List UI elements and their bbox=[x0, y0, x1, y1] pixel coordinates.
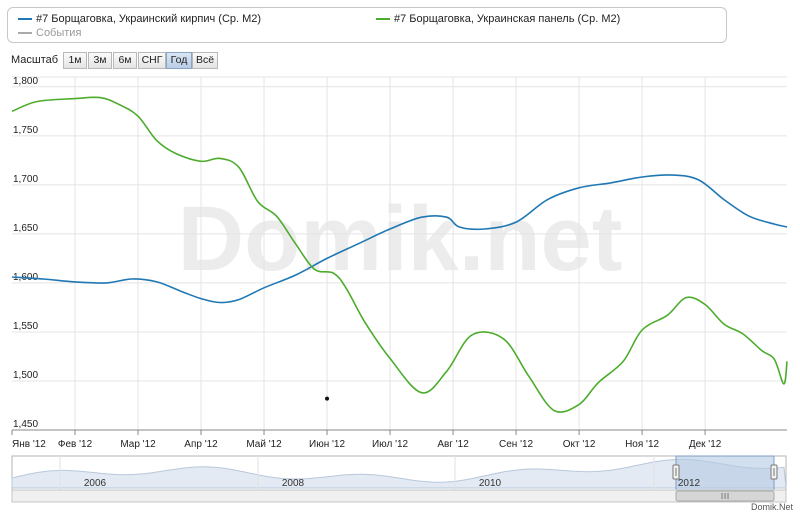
legend-swatch-icon bbox=[18, 32, 32, 35]
x-tick-label: Мар '12 bbox=[120, 439, 156, 450]
footer-credit: Domik.Net bbox=[750, 502, 793, 512]
zoom-sng-button[interactable]: СНГ bbox=[138, 52, 166, 69]
y-tick-label: 1,750 bbox=[13, 125, 38, 136]
series-line-brick bbox=[11, 174, 788, 304]
x-tick-label: Авг '12 bbox=[437, 439, 469, 450]
x-tick-label: Май '12 bbox=[246, 439, 282, 450]
y-tick-label: 1,450 bbox=[13, 419, 38, 430]
y-tick-label: 1,500 bbox=[13, 370, 38, 381]
legend-label-brick: #7 Борщаговка, Украинский кирпич (Ср. М2… bbox=[36, 13, 262, 25]
x-tick-label: Ноя '12 bbox=[625, 439, 659, 450]
series-group bbox=[11, 96, 788, 413]
event-marker[interactable] bbox=[325, 396, 330, 401]
legend-item-brick[interactable]: #7 Борщаговка, Украинский кирпич (Ср. М2… bbox=[18, 13, 261, 25]
y-tick-label: 1,700 bbox=[13, 174, 38, 185]
zoom-3m-button[interactable]: 3м bbox=[88, 52, 112, 69]
navigator-year-label: 2008 bbox=[282, 478, 305, 489]
zoom-1m-button[interactable]: 1м bbox=[63, 52, 87, 69]
legend-swatch-icon bbox=[376, 18, 390, 21]
legend-swatch-icon bbox=[18, 18, 32, 21]
legend-label-events: События bbox=[36, 27, 82, 39]
watermark: Domik.net bbox=[178, 188, 623, 290]
navigator-series-area bbox=[11, 458, 787, 489]
legend-item-panel[interactable]: #7 Борщаговка, Украинская панель (Ср. М2… bbox=[376, 13, 620, 25]
zoom-all-button[interactable]: Всё bbox=[192, 52, 218, 69]
y-tick-label: 1,650 bbox=[13, 223, 38, 234]
navigator-selection[interactable] bbox=[675, 455, 775, 491]
x-axis: Янв '12 Фев '12 Мар '12 Апр '12 Май '12 Июн '… bbox=[11, 429, 787, 450]
grid bbox=[12, 76, 787, 431]
series-line-panel bbox=[11, 96, 788, 413]
x-tick-label: Апр '12 bbox=[184, 439, 218, 450]
x-tick-label: Окт '12 bbox=[563, 439, 596, 450]
navigator-year-label: 2006 bbox=[84, 478, 107, 489]
navigator-scrollbar[interactable] bbox=[11, 489, 787, 503]
x-tick-label: Сен '12 bbox=[499, 439, 534, 450]
x-tick-label: Янв '12 bbox=[12, 439, 46, 450]
legend-label-panel: #7 Борщаговка, Украинская панель (Ср. М2… bbox=[394, 13, 621, 25]
x-tick-label: Фев '12 bbox=[58, 439, 93, 450]
x-tick-label: Дек '12 bbox=[689, 439, 722, 450]
y-tick-label: 1,550 bbox=[13, 321, 38, 332]
navigator-year-label: 2012 bbox=[678, 478, 701, 489]
zoom-label: Масштаб bbox=[11, 54, 59, 66]
navigator-year-label: 2010 bbox=[479, 478, 502, 489]
x-tick-label: Июл '12 bbox=[372, 439, 409, 450]
zoom-6m-button[interactable]: 6м bbox=[113, 52, 137, 69]
legend: #7 Борщаговка, Украинский кирпич (Ср. М2… bbox=[7, 7, 727, 43]
y-tick-label: 1,800 bbox=[13, 76, 38, 87]
zoom-year-button[interactable]: Год bbox=[166, 52, 192, 69]
x-tick-label: Июн '12 bbox=[309, 439, 345, 450]
legend-item-events[interactable]: События bbox=[18, 27, 81, 39]
navigator[interactable]: 2006 2008 2010 2012 bbox=[11, 455, 787, 503]
